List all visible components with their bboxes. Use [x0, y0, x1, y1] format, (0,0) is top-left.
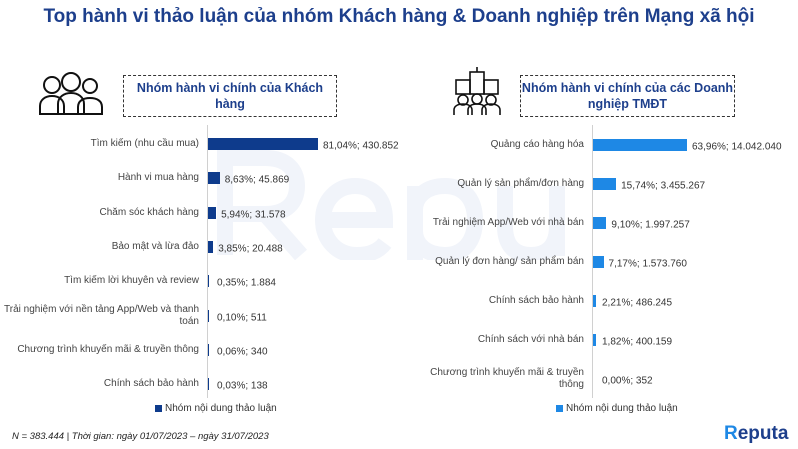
bar [208, 138, 318, 150]
bar [208, 172, 220, 185]
data-label: 5,94%; 31.578 [221, 209, 286, 221]
reputa-logo: Reputa [724, 423, 788, 445]
category-label: Trải nghiệm App/Web với nhà bán [432, 217, 584, 228]
category-label: Quảng cáo hàng hóa [490, 139, 584, 150]
bar [208, 275, 209, 288]
bar [208, 343, 209, 356]
data-label: 7,17%; 1.573.760 [608, 258, 687, 270]
legend-swatch [556, 405, 563, 412]
category-label: Chính sách bảo hành [488, 295, 584, 306]
footnote: N = 383.444 | Thời gian: ngày 01/07/2023… [12, 431, 269, 442]
data-label: 2,21%; 486.245 [602, 297, 673, 309]
bar [593, 295, 597, 307]
category-label: Trải nghiệm với nền tảng App/Web và than… [4, 303, 200, 327]
bar [593, 178, 617, 190]
category-label: Chương trình khuyến mãi & truyền thông [17, 343, 199, 355]
data-label: 0,00%; 352 [602, 375, 653, 387]
data-label: 0,03%; 138 [217, 380, 268, 392]
bar [208, 240, 214, 253]
chart-axis [592, 125, 593, 398]
bar [208, 378, 209, 391]
category-label: Bảo mật và lừa đảo [111, 240, 199, 252]
bar [593, 256, 604, 268]
enterprise-building-icon [453, 67, 501, 115]
customers-group-icon [39, 72, 103, 115]
bar [593, 217, 607, 229]
category-label: Quản lý sản phẩm/đơn hàng [457, 178, 584, 189]
legend-label: Nhóm nội dung thảo luận [566, 403, 678, 414]
customer-chart-header: Nhóm hành vi chính của Khách hàng [123, 75, 337, 117]
watermark-logo [217, 150, 565, 260]
category-label: Chương trình khuyến mãi & truyền thông [430, 367, 584, 390]
bar [208, 309, 209, 322]
category-label: Tìm kiếm (nhu cầu mua) [90, 138, 199, 149]
legend-swatch [155, 405, 162, 412]
logo-letter: R [724, 423, 738, 444]
data-label: 81,04%; 430.852 [323, 140, 399, 152]
legend-label: Nhóm nội dung thảo luận [165, 403, 277, 414]
category-label: Quản lý đơn hàng/ sản phẩm bán [435, 256, 584, 267]
data-label: 8,63%; 45.869 [224, 174, 290, 186]
data-label: 0,06%; 340 [217, 346, 268, 358]
category-label: Chính sách với nhà bán [477, 334, 584, 345]
bar [208, 206, 217, 219]
chart-axis [207, 125, 208, 398]
page-title: Top hành vi thảo luận của nhóm Khách hàn… [43, 6, 755, 27]
data-label: 0,35%; 1.884 [217, 277, 276, 289]
logo-text: eputa [737, 423, 789, 444]
data-label: 9,10%; 1.997.257 [611, 219, 690, 231]
category-label: Chăm sóc khách hàng [99, 206, 199, 218]
category-label: Tìm kiếm lời khuyên và review [64, 275, 199, 287]
data-label: 3,85%; 20.488 [218, 243, 283, 255]
bar [593, 139, 687, 151]
data-label: 63,96%; 14.042.040 [692, 141, 782, 153]
chart-legend: Nhóm nội dung thảo luận [155, 403, 277, 414]
data-label: 15,74%; 3.455.267 [621, 180, 706, 192]
data-label: 1,82%; 400.159 [602, 336, 673, 348]
bar [593, 334, 596, 346]
enterprise-chart-header: Nhóm hành vi chính của các Doanh nghiệp … [520, 75, 735, 117]
category-label: Chính sách bảo hành [103, 378, 199, 390]
data-label: 0,10%; 511 [217, 312, 267, 323]
category-label: Hành vi mua hàng [117, 172, 199, 184]
chart-legend: Nhóm nội dung thảo luận [556, 403, 678, 414]
